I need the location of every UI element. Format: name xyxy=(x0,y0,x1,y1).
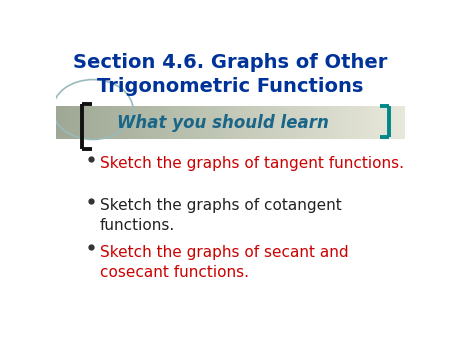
Bar xyxy=(108,105,113,140)
Bar xyxy=(252,105,257,140)
Bar xyxy=(191,105,197,140)
Bar xyxy=(183,105,188,140)
Bar xyxy=(366,105,371,140)
Bar xyxy=(165,105,170,140)
Bar xyxy=(244,105,249,140)
Bar xyxy=(279,105,284,140)
Bar xyxy=(387,105,392,140)
Text: Section 4.6. Graphs of Other: Section 4.6. Graphs of Other xyxy=(73,53,388,72)
Bar xyxy=(357,105,362,140)
Bar xyxy=(379,105,384,140)
Bar xyxy=(56,105,61,140)
Bar xyxy=(213,105,218,140)
Bar xyxy=(74,105,79,140)
Bar xyxy=(248,105,253,140)
Bar xyxy=(235,105,240,140)
Bar xyxy=(400,105,406,140)
Bar xyxy=(226,105,231,140)
Bar xyxy=(322,105,327,140)
Bar xyxy=(383,105,388,140)
Bar xyxy=(204,105,210,140)
Bar xyxy=(148,105,153,140)
Bar xyxy=(87,105,92,140)
Bar xyxy=(370,105,375,140)
Bar xyxy=(344,105,349,140)
Bar xyxy=(348,105,353,140)
Bar xyxy=(396,105,401,140)
Bar xyxy=(130,105,135,140)
Bar xyxy=(82,105,87,140)
Bar xyxy=(61,105,66,140)
Bar xyxy=(314,105,319,140)
Bar xyxy=(135,105,140,140)
Bar xyxy=(174,105,179,140)
Bar xyxy=(305,105,310,140)
Bar xyxy=(65,105,70,140)
Bar xyxy=(152,105,157,140)
Bar xyxy=(139,105,144,140)
Bar xyxy=(230,105,236,140)
Bar xyxy=(196,105,201,140)
Bar xyxy=(117,105,122,140)
Bar xyxy=(91,105,96,140)
Bar xyxy=(239,105,244,140)
Bar xyxy=(257,105,262,140)
Text: Sketch the graphs of cotangent
functions.: Sketch the graphs of cotangent functions… xyxy=(100,198,342,234)
Bar xyxy=(100,105,105,140)
Bar xyxy=(170,105,175,140)
Bar xyxy=(178,105,183,140)
Bar xyxy=(335,105,340,140)
Bar xyxy=(266,105,270,140)
Bar xyxy=(144,105,149,140)
Bar xyxy=(209,105,214,140)
Bar xyxy=(78,105,83,140)
Bar xyxy=(261,105,266,140)
Bar xyxy=(361,105,366,140)
Bar xyxy=(122,105,127,140)
Bar xyxy=(161,105,166,140)
Bar xyxy=(340,105,345,140)
Bar xyxy=(217,105,223,140)
Bar xyxy=(374,105,379,140)
Bar xyxy=(69,105,74,140)
Bar xyxy=(157,105,162,140)
Bar xyxy=(222,105,227,140)
Bar xyxy=(296,105,301,140)
Bar xyxy=(287,105,292,140)
Bar xyxy=(392,105,397,140)
Bar xyxy=(95,105,100,140)
Bar xyxy=(187,105,192,140)
Bar xyxy=(318,105,323,140)
Bar xyxy=(104,105,109,140)
Bar xyxy=(309,105,314,140)
Bar xyxy=(353,105,358,140)
Bar xyxy=(301,105,306,140)
Bar xyxy=(331,105,336,140)
Text: What you should learn: What you should learn xyxy=(117,114,329,131)
Text: Trigonometric Functions: Trigonometric Functions xyxy=(98,77,364,96)
Bar xyxy=(200,105,205,140)
Bar xyxy=(292,105,297,140)
Bar xyxy=(270,105,275,140)
Bar xyxy=(274,105,279,140)
Bar xyxy=(126,105,131,140)
Bar xyxy=(283,105,288,140)
Bar xyxy=(327,105,332,140)
Text: Sketch the graphs of tangent functions.: Sketch the graphs of tangent functions. xyxy=(100,156,404,171)
Bar xyxy=(113,105,118,140)
Text: Sketch the graphs of secant and
cosecant functions.: Sketch the graphs of secant and cosecant… xyxy=(100,245,348,280)
